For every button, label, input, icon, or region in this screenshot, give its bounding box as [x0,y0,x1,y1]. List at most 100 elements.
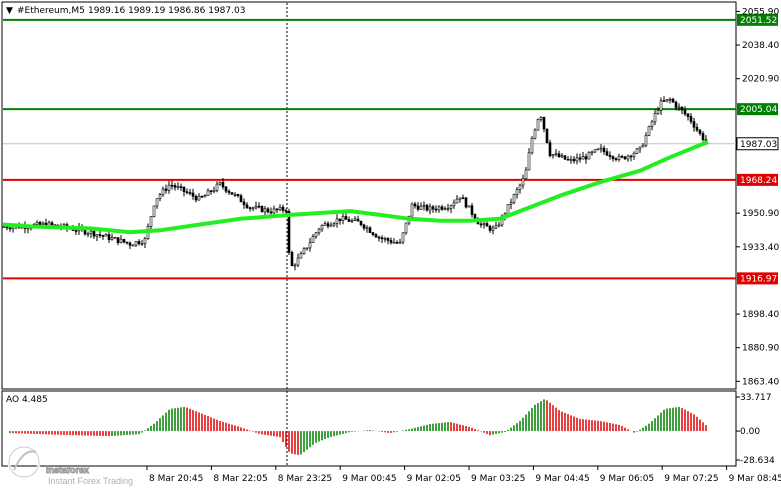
candle-body [128,242,132,246]
candle-body [515,189,519,196]
candle-body [485,223,489,227]
candle-body [665,99,669,102]
level-price-box [737,103,778,116]
candle-body [626,155,630,160]
candle-body [242,201,246,206]
time-tick-label: 9 Mar 08:45 [729,474,781,484]
candle-body [98,234,102,236]
candle-body [41,222,45,225]
candle-body [629,155,633,158]
candle-body [683,109,687,115]
candle-body [275,208,279,211]
candle-body [326,223,330,227]
candle-body [422,204,426,207]
candle-body [584,156,588,160]
candle-body [266,208,270,213]
candle-body [458,197,462,200]
candle-body [239,195,243,203]
candle-body [158,194,162,199]
candle-body [554,153,558,156]
candle-body [464,197,468,208]
candle-body [641,144,645,148]
candle-body [689,116,693,122]
candle-body [416,205,420,210]
candle-body [35,222,39,225]
candle-body [221,181,225,188]
level-price-box [737,173,778,186]
header-arrow[interactable]: ▼ [6,6,13,16]
candle-body [119,238,123,243]
candle-body [281,206,285,211]
candle-body [251,207,255,210]
candle-body [122,238,126,243]
candle-body [389,240,393,243]
time-tick-label: 9 Mar 06:05 [600,474,654,484]
candle-body [674,101,678,108]
candle-body [455,198,459,204]
candle-body [425,204,429,211]
candle-body [467,205,471,208]
candle-body [272,208,276,214]
candle-body [311,236,315,243]
candle-body [170,184,174,187]
candle-body [410,203,414,217]
candle-body [233,193,237,196]
candle-body [89,230,93,234]
candle-body [440,206,444,210]
candle-body [356,218,360,222]
ao-tick-label: 33.717 [740,393,772,403]
candle-body [581,156,585,160]
candle-body [182,186,186,192]
candle-body [587,152,591,160]
candle-body [620,156,624,158]
candle-body [644,134,648,146]
ao-tick-label: 0.00 [740,427,760,437]
candle-body [509,202,513,205]
candle-body [278,206,282,211]
price-tick-label: 1898.40 [742,310,779,320]
candle-body [608,154,612,157]
candle-body [353,218,357,221]
candle-body [527,152,531,171]
candle-body [110,237,114,240]
candle-body [314,232,318,237]
candle-body [536,119,540,131]
candle-body [677,106,681,109]
ohlc-values: 1989.16 1989.19 1986.86 1987.03 [88,6,245,16]
logo-circle-outline [8,446,40,478]
candle-body [506,204,510,215]
candle-body [521,178,525,186]
candle-body [542,116,546,130]
candle-body [329,224,333,227]
candle-body [371,232,375,235]
candle-body [551,154,555,157]
candle-body [152,205,156,217]
candle-body [101,235,105,237]
candle-body [200,195,204,198]
candle-body [701,133,705,140]
candle-body [137,241,141,244]
candle-body [383,238,387,240]
candle-body [209,190,213,193]
logo-tagline-text: Instant Forex Trading [48,476,133,486]
price-tick-label: 2055.90 [742,7,779,17]
candle-body [461,197,465,200]
candle-body [443,208,447,210]
level-price-label: 2051.52 [740,16,777,26]
candle-body [662,100,666,102]
candle-body [308,242,312,249]
level-price-box [737,13,778,26]
price-tick-label: 1950.90 [742,209,779,219]
candle-body [491,227,495,231]
candle-body [320,224,324,230]
symbol-timeframe: #Ethereum,M5 [17,6,85,16]
candle-body [161,188,165,196]
candle-body [167,184,171,191]
candle-body [671,98,675,103]
candle-body [650,121,654,127]
moving-average-line[interactable] [2,140,709,235]
candle-body [140,243,144,245]
candle-body [602,147,606,152]
